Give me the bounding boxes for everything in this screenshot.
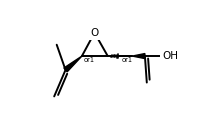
Polygon shape	[132, 54, 145, 59]
Polygon shape	[64, 56, 82, 72]
Text: or1: or1	[122, 57, 133, 63]
Text: or1: or1	[84, 57, 95, 63]
Text: O: O	[90, 28, 99, 38]
Text: OH: OH	[162, 51, 178, 61]
